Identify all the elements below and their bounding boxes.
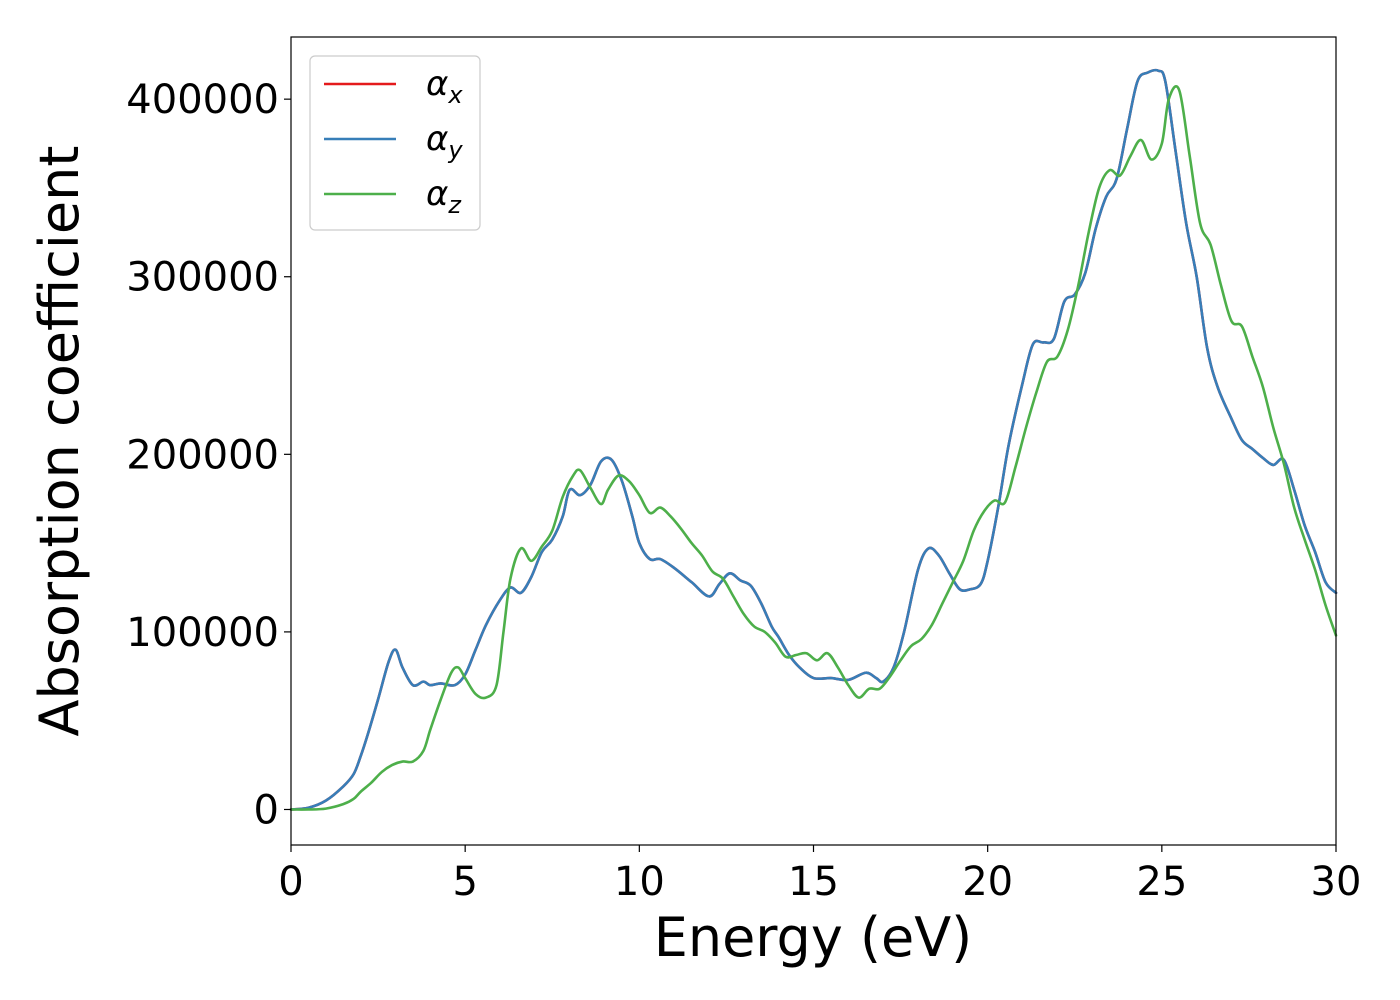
y-tick-label: 300000 xyxy=(126,255,279,301)
x-tick-label: 5 xyxy=(452,859,477,905)
x-tick-label: 15 xyxy=(788,859,839,905)
x-axis: 0 5 10 15 20 25 30 xyxy=(278,845,1361,905)
series-line-alpha-z xyxy=(289,85,1338,811)
y-tick-label: 200000 xyxy=(126,432,279,478)
legend-label-alpha-x: αx xyxy=(426,64,463,109)
legend-label-alpha-z: αz xyxy=(426,174,462,219)
y-tick-label: 400000 xyxy=(126,77,279,123)
x-tick-label: 25 xyxy=(1136,859,1187,905)
y-tick-label: 0 xyxy=(254,787,279,833)
series-layer xyxy=(289,68,1338,811)
legend-box xyxy=(309,55,481,231)
y-axis-label: Absorption coefficient xyxy=(28,146,91,737)
x-tick-label: 30 xyxy=(1311,859,1362,905)
x-tick-label: 10 xyxy=(614,859,665,905)
legend: αx αy αz xyxy=(309,55,481,231)
y-axis: 0 100000 200000 300000 400000 xyxy=(126,77,291,833)
legend-label-alpha-y: αy xyxy=(426,119,463,164)
x-axis-label: Energy (eV) xyxy=(654,906,973,969)
y-tick-label: 100000 xyxy=(126,610,279,656)
series-line-alpha-y xyxy=(289,68,1338,811)
x-tick-label: 0 xyxy=(278,859,303,905)
x-tick-label: 20 xyxy=(962,859,1013,905)
